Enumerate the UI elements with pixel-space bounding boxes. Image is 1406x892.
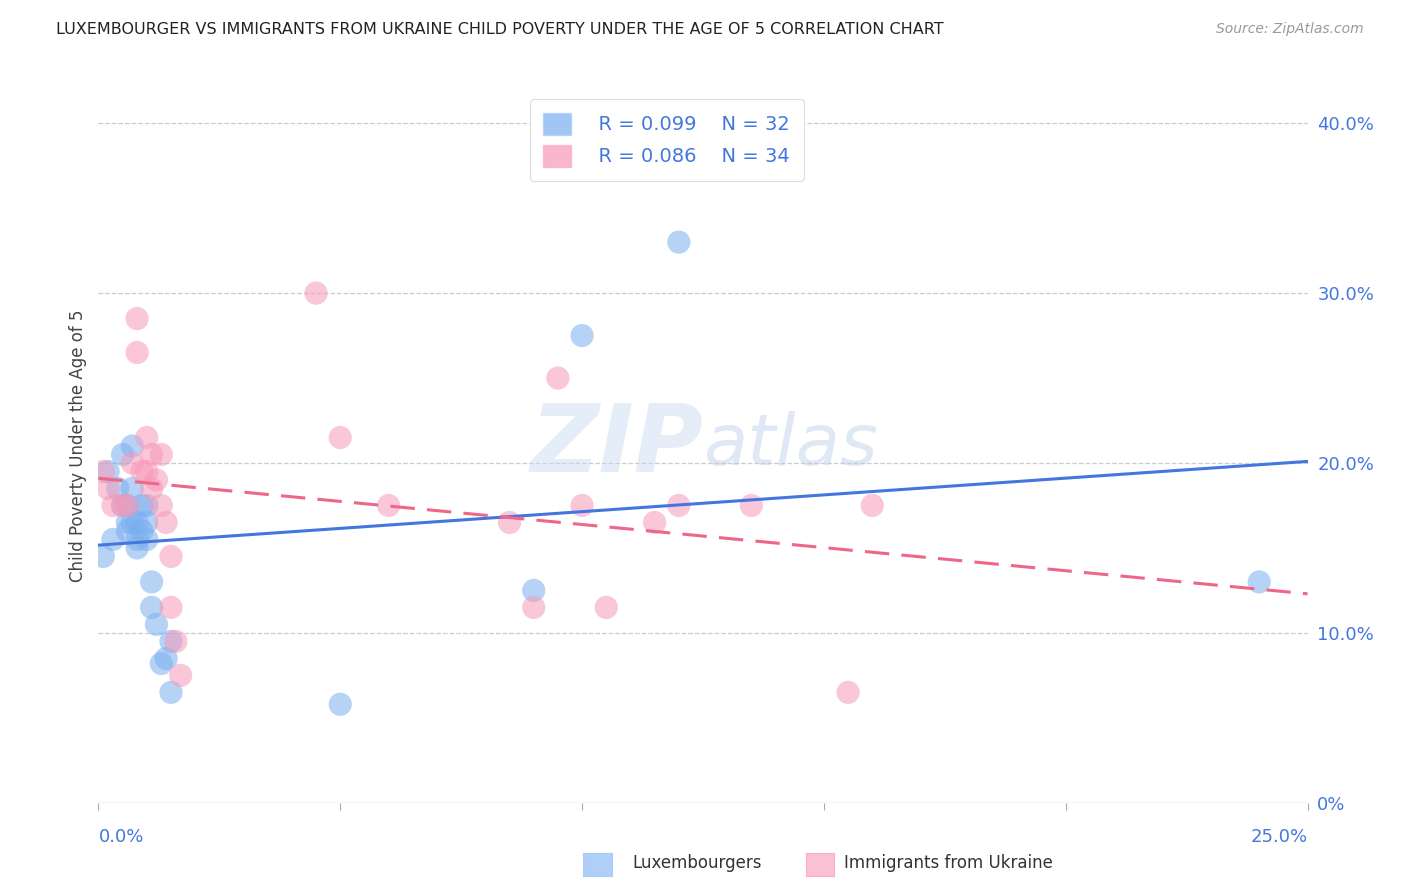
- Point: [595, 600, 617, 615]
- Point: [135, 533, 157, 547]
- Text: Immigrants from Ukraine: Immigrants from Ukraine: [844, 855, 1053, 872]
- Point: [160, 600, 183, 615]
- Point: [155, 516, 177, 530]
- Text: atlas: atlas: [703, 411, 877, 481]
- Point: [127, 541, 149, 555]
- Point: [571, 499, 593, 513]
- Point: [547, 371, 569, 385]
- Point: [165, 634, 187, 648]
- Point: [111, 448, 134, 462]
- Point: [1249, 574, 1271, 589]
- Point: [141, 448, 163, 462]
- Point: [169, 668, 191, 682]
- Point: [141, 600, 163, 615]
- Point: [135, 516, 157, 530]
- Point: [127, 345, 149, 359]
- Point: [150, 657, 173, 671]
- Point: [160, 549, 183, 564]
- Point: [91, 465, 114, 479]
- Point: [160, 634, 183, 648]
- Point: [111, 499, 134, 513]
- Point: [127, 533, 149, 547]
- Point: [127, 516, 149, 530]
- Point: [150, 499, 173, 513]
- Point: [111, 499, 134, 513]
- Point: [121, 439, 143, 453]
- Point: [160, 685, 183, 699]
- Point: [329, 430, 352, 444]
- Point: [155, 651, 177, 665]
- Point: [523, 583, 546, 598]
- Text: ZIP: ZIP: [530, 400, 703, 492]
- Point: [97, 465, 120, 479]
- Y-axis label: Child Poverty Under the Age of 5: Child Poverty Under the Age of 5: [69, 310, 87, 582]
- Point: [305, 286, 328, 301]
- Point: [141, 574, 163, 589]
- Text: Luxembourgers: Luxembourgers: [633, 855, 762, 872]
- Point: [523, 600, 546, 615]
- Point: [117, 499, 139, 513]
- Point: [117, 524, 139, 538]
- Point: [121, 516, 143, 530]
- Point: [740, 499, 762, 513]
- Point: [644, 516, 666, 530]
- Text: 0.0%: 0.0%: [98, 828, 143, 846]
- Point: [101, 533, 124, 547]
- Point: [145, 473, 167, 487]
- Text: Source: ZipAtlas.com: Source: ZipAtlas.com: [1216, 22, 1364, 37]
- Point: [668, 235, 690, 249]
- Point: [329, 698, 352, 712]
- Point: [498, 516, 520, 530]
- Point: [131, 524, 153, 538]
- Point: [668, 499, 690, 513]
- Point: [145, 617, 167, 632]
- Point: [97, 482, 120, 496]
- Point: [131, 499, 153, 513]
- Point: [571, 328, 593, 343]
- Point: [135, 430, 157, 444]
- Point: [91, 549, 114, 564]
- Point: [135, 499, 157, 513]
- Point: [107, 482, 129, 496]
- Point: [860, 499, 883, 513]
- Point: [117, 516, 139, 530]
- Point: [101, 499, 124, 513]
- Legend:   R = 0.099    N = 32,   R = 0.086    N = 34: R = 0.099 N = 32, R = 0.086 N = 34: [530, 99, 804, 181]
- Point: [150, 448, 173, 462]
- Point: [377, 499, 399, 513]
- Text: LUXEMBOURGER VS IMMIGRANTS FROM UKRAINE CHILD POVERTY UNDER THE AGE OF 5 CORRELA: LUXEMBOURGER VS IMMIGRANTS FROM UKRAINE …: [56, 22, 943, 37]
- Point: [837, 685, 859, 699]
- Point: [121, 456, 143, 470]
- Point: [131, 465, 153, 479]
- Point: [121, 482, 143, 496]
- Point: [135, 465, 157, 479]
- Point: [117, 499, 139, 513]
- Point: [127, 311, 149, 326]
- Text: 25.0%: 25.0%: [1250, 828, 1308, 846]
- Point: [141, 482, 163, 496]
